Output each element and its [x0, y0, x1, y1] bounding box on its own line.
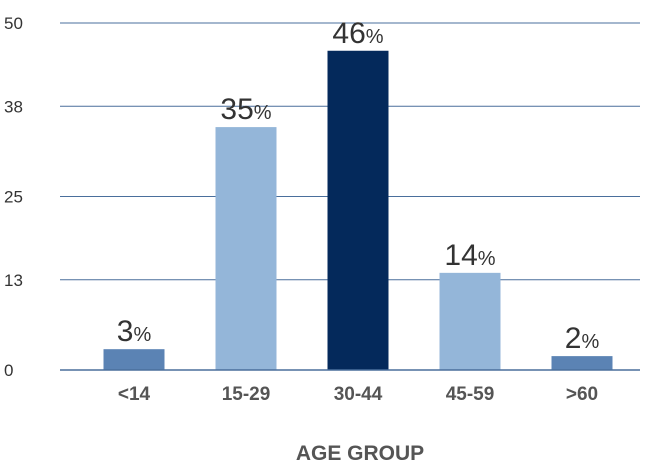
x-tick-label: >60	[566, 384, 598, 405]
bar	[215, 127, 277, 370]
data-label-suffix: %	[254, 102, 272, 124]
data-label-value: 14	[444, 239, 477, 272]
x-tick-label: <14	[118, 384, 151, 405]
bar	[551, 356, 613, 370]
bar	[327, 50, 389, 370]
x-axis-categories: <14 15-29 30-44 45-59 >60	[118, 384, 598, 405]
y-tick-label: 25	[4, 188, 23, 207]
data-label-suffix: %	[133, 324, 151, 346]
data-label-suffix: %	[366, 26, 384, 48]
data-labels: 3%35%46%14%2%	[117, 17, 600, 355]
x-tick-label: 45-59	[446, 384, 495, 405]
data-label-value: 3	[117, 315, 134, 348]
data-label-value: 46	[332, 17, 365, 50]
data-label-value: 2	[565, 322, 582, 355]
x-tick-label: 15-29	[222, 384, 271, 405]
data-label: 14%	[444, 239, 495, 272]
y-tick-label: 38	[4, 97, 23, 116]
data-label-suffix: %	[581, 331, 599, 353]
data-label: 35%	[220, 93, 271, 126]
bar	[103, 349, 165, 370]
x-tick-label: 30-44	[334, 384, 383, 405]
data-label: 2%	[565, 322, 600, 355]
data-label: 3%	[117, 315, 152, 348]
y-tick-label: 50	[4, 14, 23, 33]
data-label-suffix: %	[478, 248, 496, 270]
y-tick-label: 13	[4, 271, 23, 290]
y-tick-label: 0	[4, 361, 13, 380]
bar	[439, 272, 501, 370]
bars	[103, 50, 613, 370]
data-label: 46%	[332, 17, 383, 50]
data-label-value: 35	[220, 93, 253, 126]
y-axis-ticks: 0 13 25 38 50	[4, 14, 23, 380]
x-axis-title: AGE GROUP	[296, 442, 424, 464]
